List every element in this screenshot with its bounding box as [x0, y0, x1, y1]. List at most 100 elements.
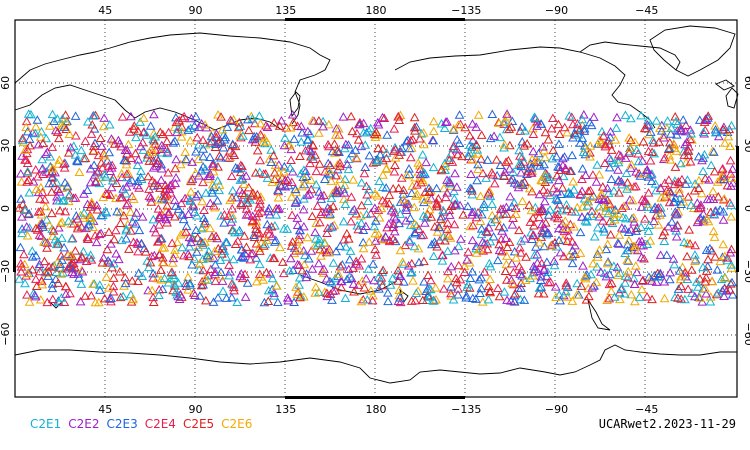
occultation-marker — [31, 274, 41, 283]
occultation-marker — [43, 266, 54, 276]
occultation-marker — [372, 190, 383, 200]
occultation-marker — [667, 217, 677, 226]
occultation-marker — [183, 125, 194, 134]
occultation-marker — [701, 245, 712, 255]
occultation-marker — [419, 218, 430, 227]
occultation-marker — [543, 210, 554, 219]
occultation-marker — [394, 285, 405, 295]
occultation-marker — [529, 112, 540, 121]
occultation-marker — [669, 179, 680, 189]
occultation-marker — [526, 205, 537, 215]
occultation-marker — [122, 169, 132, 178]
occultation-marker — [131, 208, 142, 217]
occultation-marker — [365, 123, 376, 133]
occultation-marker — [385, 280, 396, 289]
occultation-marker — [482, 244, 493, 254]
occultation-marker — [241, 204, 252, 213]
occultation-marker — [718, 124, 729, 134]
occultation-marker — [148, 214, 159, 224]
occultation-marker — [594, 135, 605, 144]
occultation-marker — [577, 114, 588, 124]
occultation-marker — [323, 158, 334, 168]
occultation-marker — [58, 268, 68, 277]
occultation-marker — [327, 221, 338, 231]
occultation-marker — [91, 237, 102, 247]
occultation-marker — [460, 122, 471, 132]
occultation-marker — [176, 198, 187, 208]
lat-tick-label: −30 — [742, 260, 750, 283]
occultation-marker — [239, 253, 249, 262]
occultation-marker — [664, 186, 675, 196]
occultation-marker — [664, 274, 675, 284]
occultation-marker — [20, 145, 31, 154]
occultation-marker — [622, 255, 633, 264]
occultation-marker — [75, 296, 86, 306]
occultation-marker — [72, 214, 83, 223]
occultation-marker — [217, 124, 228, 134]
occultation-marker — [418, 128, 429, 137]
occultation-marker — [206, 131, 217, 141]
occultation-marker — [230, 162, 241, 172]
occultation-marker — [558, 224, 568, 233]
occultation-marker — [549, 256, 559, 265]
occultation-marker — [80, 153, 91, 163]
occultation-marker — [536, 119, 547, 128]
occultation-marker — [616, 283, 627, 292]
occultation-marker — [55, 205, 65, 215]
occultation-marker — [538, 185, 549, 194]
occultation-marker — [229, 285, 239, 295]
occultation-marker — [106, 293, 116, 303]
occultation-marker — [396, 143, 407, 153]
occultation-marker — [574, 125, 585, 134]
occultation-marker — [93, 166, 104, 175]
occultation-marker — [213, 109, 223, 119]
occultation-marker — [472, 149, 483, 158]
occultation-marker — [329, 220, 340, 229]
occultation-marker — [612, 112, 622, 122]
occultation-marker — [525, 273, 535, 283]
occultation-marker — [393, 111, 403, 121]
occultation-marker — [225, 152, 235, 161]
occultation-marker — [596, 189, 607, 199]
occultation-marker — [364, 150, 375, 160]
occultation-marker — [121, 188, 131, 198]
occultation-marker — [666, 187, 676, 197]
occultation-marker — [44, 121, 55, 130]
occultation-marker — [492, 214, 502, 223]
legend-item: C2E6 — [221, 417, 253, 431]
occultation-marker — [437, 256, 448, 265]
occultation-marker — [205, 152, 215, 162]
occultation-marker — [104, 147, 114, 157]
occultation-marker — [90, 230, 100, 240]
occultation-marker — [373, 155, 384, 164]
occultation-marker — [319, 264, 329, 273]
occultation-marker — [240, 269, 250, 279]
occultation-marker — [341, 242, 351, 251]
occultation-marker — [217, 249, 227, 258]
occultation-marker — [709, 166, 720, 176]
occultation-marker — [147, 175, 158, 185]
occultation-marker — [352, 220, 363, 230]
occultation-marker — [373, 119, 384, 129]
occultation-marker — [572, 119, 583, 128]
occultation-marker — [325, 222, 336, 232]
occultation-marker — [277, 257, 288, 266]
occultation-marker — [188, 199, 198, 209]
occultation-marker — [286, 155, 296, 165]
occultation-marker — [276, 116, 287, 125]
occultation-marker — [539, 196, 550, 206]
occultation-marker — [411, 191, 421, 200]
occultation-marker — [254, 195, 265, 205]
occultation-marker — [295, 225, 305, 235]
occultation-marker — [340, 293, 351, 302]
occultation-marker — [604, 162, 615, 172]
lon-tick-label: 135 — [275, 4, 296, 17]
occultation-marker — [295, 151, 305, 161]
occultation-marker — [299, 165, 309, 174]
occultation-marker — [550, 237, 560, 247]
occultation-marker — [291, 246, 301, 255]
occultation-marker — [689, 291, 700, 301]
occultation-marker — [132, 180, 143, 190]
occultation-marker — [609, 158, 620, 167]
occultation-marker — [659, 130, 669, 139]
